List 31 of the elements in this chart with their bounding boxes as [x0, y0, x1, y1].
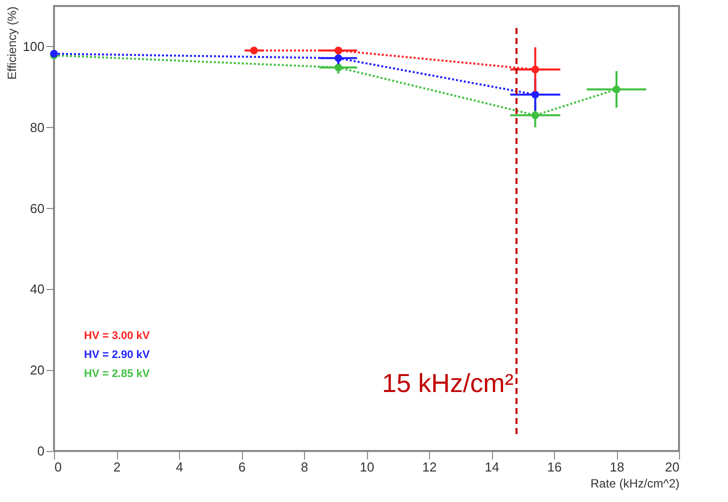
x-tick-label: 0 [54, 460, 62, 474]
y-tick-label: 0 [37, 444, 44, 458]
y-tick-label: 80 [30, 120, 44, 135]
point [612, 85, 620, 94]
x-tick-label: 2 [113, 460, 121, 474]
x-tick-label: 10 [360, 460, 374, 474]
x-tick-label: 8 [300, 460, 308, 474]
ref-line-label: 15 kHz/cm² [382, 368, 514, 398]
y-tick-label: 100 [22, 38, 44, 54]
point [250, 46, 258, 54]
point [531, 111, 540, 120]
x-tick-label: 4 [176, 460, 184, 474]
point [334, 54, 342, 62]
text: HV = 2.90 kV [84, 349, 150, 361]
y-tick-label: 40 [30, 282, 44, 297]
x-axis-title: Rate (kHz/cm^2) [590, 476, 680, 490]
y-axis-title: Efficiency (%) [4, 6, 19, 80]
x-tick-label: 6 [238, 460, 246, 474]
x-tick-label: 18 [610, 460, 624, 474]
text: HV = 3.00 kV [84, 330, 150, 342]
x-tick-label: 16 [547, 460, 562, 474]
text: HV = 2.85 kV [84, 368, 150, 380]
point [334, 64, 342, 72]
x-tick-label: 12 [422, 460, 437, 474]
x-tick-label: 14 [484, 460, 500, 474]
point [531, 90, 540, 98]
x-tick-label: 20 [665, 460, 680, 474]
y-tick-label: 20 [30, 362, 44, 378]
point [531, 66, 540, 74]
point [334, 46, 342, 54]
y-tick-label: 60 [30, 200, 44, 216]
